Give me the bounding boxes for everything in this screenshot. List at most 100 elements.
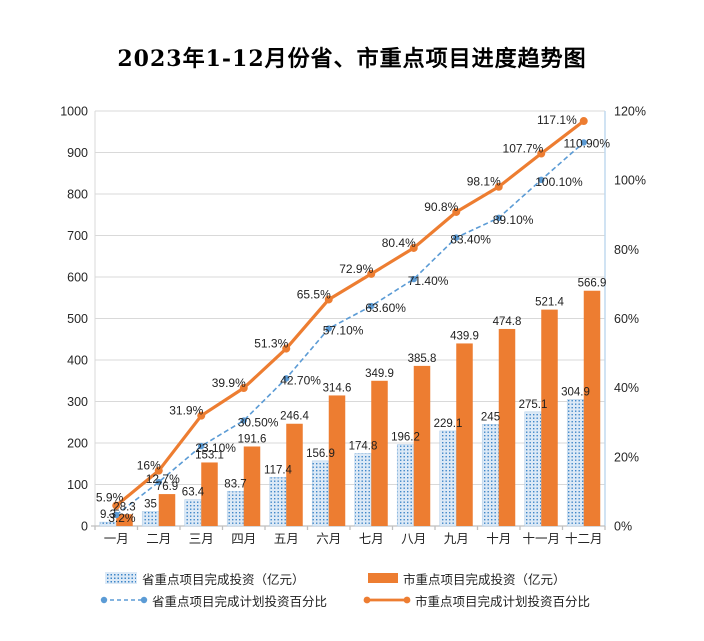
provincial-bar xyxy=(184,499,202,527)
municipal-line-marker xyxy=(112,501,121,510)
municipal-line-swatch-icon xyxy=(363,596,411,604)
municipal-line-marker xyxy=(452,207,461,216)
x-axis: 一月 二月 三月 四月 五月 六月 七月 八月 九月 十月 十一月 十二月 xyxy=(91,525,606,546)
provincial-line xyxy=(113,139,587,519)
municipal-bar xyxy=(456,343,473,526)
municipal-bar-label: 76.9 xyxy=(156,481,178,493)
right-axis-tick-label: 60% xyxy=(614,312,639,326)
municipal-pct-label: 98.1% xyxy=(467,175,501,189)
legend-label-provincial-investment: 省重点项目完成投资（亿元） xyxy=(142,572,305,587)
right-axis-tick-label: 120% xyxy=(614,105,646,119)
municipal-pct-label: 117.1% xyxy=(537,113,577,127)
provincial-bar xyxy=(226,490,245,527)
left-axis-tick-label: 600 xyxy=(67,271,88,285)
left-axis-tick-label: 0 xyxy=(81,520,88,534)
right-axis-tick-label: 40% xyxy=(614,381,639,395)
right-axis-tick-label: 20% xyxy=(614,450,639,464)
provincial-bar xyxy=(439,430,457,527)
provincial-pct-label: 12.7% xyxy=(146,472,180,486)
municipal-line-marker xyxy=(282,344,291,353)
left-axis-tick-label: 500 xyxy=(67,312,88,326)
provincial-bar-label: 174.8 xyxy=(349,440,378,452)
left-axis-tick-label: 200 xyxy=(67,437,88,451)
provincial-bar xyxy=(311,460,330,527)
provincial-pct-label: 100.10% xyxy=(535,175,583,189)
provincial-bar-label: 304.9 xyxy=(561,386,590,398)
municipal-bar-label: 349.9 xyxy=(365,368,394,380)
municipal-pct-label: 107.7% xyxy=(503,142,544,156)
provincial-bar xyxy=(141,511,160,527)
municipal-bar-label: 314.6 xyxy=(323,382,352,394)
provincial-bar xyxy=(396,444,415,527)
left-axis-tick-label: 100 xyxy=(67,478,88,492)
legend-item-provincial-investment: 省重点项目完成投资（亿元） xyxy=(99,569,305,587)
municipal-line-marker xyxy=(409,243,418,252)
provincial-pct-label: 30.50% xyxy=(238,416,279,430)
provincial-line-marker xyxy=(495,214,502,222)
provincial-pct-label: 42.70% xyxy=(280,373,321,387)
municipal-bar-label: 246.4 xyxy=(280,411,309,423)
municipal-line-marker xyxy=(197,411,206,420)
x-tick-label: 九月 xyxy=(444,532,469,546)
left-axis-tick-label: 400 xyxy=(67,354,88,368)
x-tick-label: 十二月 xyxy=(565,532,603,546)
provincial-bar xyxy=(269,476,287,527)
provincial-line-marker xyxy=(325,325,332,332)
provincial-pct-label: 3.2% xyxy=(108,511,136,525)
provincial-bar xyxy=(354,453,372,527)
provincial-bar-label: 9.3 xyxy=(100,509,116,521)
right-axis-tick-label: 80% xyxy=(614,243,639,257)
provincial-line-marker xyxy=(453,234,460,241)
provincial-bar-label: 229.1 xyxy=(434,418,463,430)
legend-item-provincial-percentage: 省重点项目完成计划投资百分比 xyxy=(99,591,327,609)
municipal-pct-label: 16% xyxy=(137,459,161,473)
municipal-line-marker xyxy=(324,295,333,304)
municipal-line-marker xyxy=(239,384,248,393)
provincial-bar-label: 35 xyxy=(144,498,157,510)
left-axis-tick-label: 1000 xyxy=(60,105,88,119)
municipal-bar-label: 521.4 xyxy=(535,297,564,309)
line-data-labels: 3.2%12.7%23.10%30.50%42.70%57.10%63.60%7… xyxy=(96,113,610,525)
provincial-line-swatch-icon xyxy=(100,596,148,604)
municipal-bar xyxy=(541,309,558,526)
municipal-bar-label: 385.8 xyxy=(408,353,437,365)
x-tick-label: 六月 xyxy=(316,532,341,546)
municipal-bar xyxy=(583,290,601,526)
right-axis: 0% 20% 40% 60% 80% 100% 120% xyxy=(614,105,646,534)
provincial-bar-label: 156.9 xyxy=(306,448,335,460)
provincial-line-marker xyxy=(283,375,290,382)
provincial-pct-label: 83.40% xyxy=(450,233,491,247)
municipal-bar xyxy=(116,514,133,526)
provincial-bar-label: 275.1 xyxy=(519,399,548,411)
provincial-line-marker xyxy=(580,139,587,146)
provincial-line-marker xyxy=(538,176,545,184)
x-tick-label: 四月 xyxy=(231,532,256,546)
x-tick-label: 十一月 xyxy=(522,532,560,546)
municipal-pct-label: 51.3% xyxy=(254,337,288,351)
provincial-bar-label: 63.4 xyxy=(182,487,205,499)
provincial-line-marker xyxy=(240,417,247,424)
chart-title: 2023年1-12月份省、市重点项目进度趋势图 xyxy=(117,46,587,72)
municipal-pct-label: 72.9% xyxy=(339,262,373,276)
municipal-line xyxy=(112,117,588,510)
municipal-bar xyxy=(201,462,218,526)
provincial-pct-label: 110.90% xyxy=(564,136,611,150)
provincial-pct-label: 89.10% xyxy=(493,213,534,227)
combo-chart-plot: 一月 二月 三月 四月 五月 六月 七月 八月 九月 十月 十一月 十二月 0 100 200 300 400 5… xyxy=(60,105,646,547)
municipal-pct-label: 31.9% xyxy=(169,404,203,418)
municipal-bar xyxy=(286,423,303,526)
provincial-bar-label: 83.7 xyxy=(224,478,246,490)
municipal-bar xyxy=(371,380,388,526)
municipal-pct-label: 90.8% xyxy=(424,200,458,214)
legend-label-municipal-investment: 市重点项目完成投资（亿元） xyxy=(403,572,566,587)
bar-data-labels: 9.3 35 63.4 83.7 117.4 156.9 174.8 196.2 229.1 24… xyxy=(100,278,606,521)
municipal-bar-label: 191.6 xyxy=(238,433,267,445)
legend-label-provincial-percentage: 省重点项目完成计划投资百分比 xyxy=(152,594,328,609)
municipal-bar xyxy=(498,328,516,526)
provincial-pct-label: 71.40% xyxy=(408,274,449,288)
provincial-bar xyxy=(481,424,500,527)
municipal-bar-label: 566.9 xyxy=(578,278,607,290)
municipal-line-marker xyxy=(367,269,376,278)
municipal-line-marker xyxy=(579,117,588,126)
provincial-bar-label: 245 xyxy=(481,411,500,423)
